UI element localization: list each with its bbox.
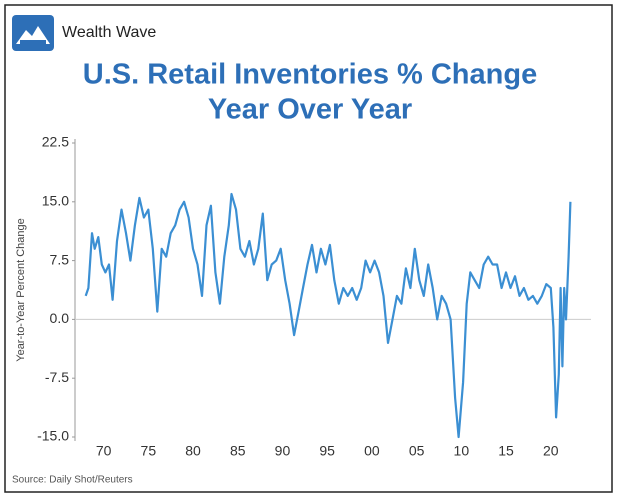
logo [12, 15, 54, 51]
x-tick-label: 20 [543, 443, 559, 459]
y-tick-label: 22.5 [42, 134, 69, 150]
x-tick-label: 95 [319, 443, 335, 459]
y-tick-label: -7.5 [45, 369, 69, 385]
chart-title: U.S. Retail Inventories % Change [83, 59, 537, 91]
x-tick-label: 70 [96, 443, 112, 459]
x-tick-label: 10 [454, 443, 470, 459]
y-tick-label: 0.0 [50, 310, 70, 326]
x-tick-label: 80 [185, 443, 201, 459]
frame [4, 4, 613, 493]
x-tick-label: 15 [498, 443, 514, 459]
source: Source: Daily Shot/Reuters [12, 475, 133, 486]
chart-title: Year Over Year [208, 94, 412, 126]
x-tick-label: 75 [141, 443, 157, 459]
y-tick-label: 7.5 [50, 251, 70, 267]
x-tick-label: 00 [364, 443, 380, 459]
x-tick-label: 05 [409, 443, 425, 459]
x-tick-label: 85 [230, 443, 246, 459]
line-series [84, 192, 572, 439]
y-axis-label: Year-to-Year Percent Change [15, 218, 27, 362]
brand: Wealth Wave [62, 24, 156, 41]
y-tick-label: -15.0 [37, 428, 69, 444]
x-tick-label: 90 [275, 443, 291, 459]
y-tick-label: 15.0 [42, 193, 69, 209]
